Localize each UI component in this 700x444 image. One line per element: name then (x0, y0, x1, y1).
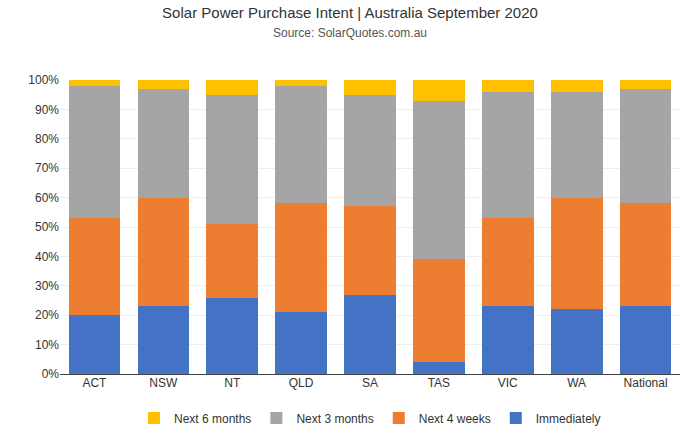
svg-text:20%: 20% (35, 308, 59, 322)
svg-text:Next 4 weeks: Next 4 weeks (419, 412, 491, 426)
svg-text:ACT: ACT (82, 376, 107, 390)
svg-text:NSW: NSW (149, 376, 178, 390)
svg-text:TAS: TAS (428, 376, 450, 390)
svg-text:SA: SA (362, 376, 378, 390)
svg-text:60%: 60% (35, 191, 59, 205)
svg-text:QLD: QLD (289, 376, 314, 390)
svg-text:30%: 30% (35, 279, 59, 293)
svg-text:Next 3 months: Next 3 months (296, 412, 373, 426)
svg-text:National: National (624, 376, 668, 390)
svg-text:Next 6 months: Next 6 months (174, 412, 251, 426)
svg-text:Immediately: Immediately (536, 412, 601, 426)
svg-text:NT: NT (224, 376, 241, 390)
svg-text:40%: 40% (35, 250, 59, 264)
svg-text:VIC: VIC (498, 376, 518, 390)
svg-text:Solar Power Purchase Intent |: Solar Power Purchase Intent | Australia … (162, 4, 538, 41)
svg-text:10%: 10% (35, 338, 59, 352)
svg-text:70%: 70% (35, 161, 59, 175)
svg-text:0%: 0% (42, 367, 60, 381)
svg-text:80%: 80% (35, 132, 59, 146)
svg-text:100%: 100% (28, 73, 59, 87)
svg-text:WA: WA (567, 376, 586, 390)
svg-text:90%: 90% (35, 103, 59, 117)
svg-text:50%: 50% (35, 220, 59, 234)
